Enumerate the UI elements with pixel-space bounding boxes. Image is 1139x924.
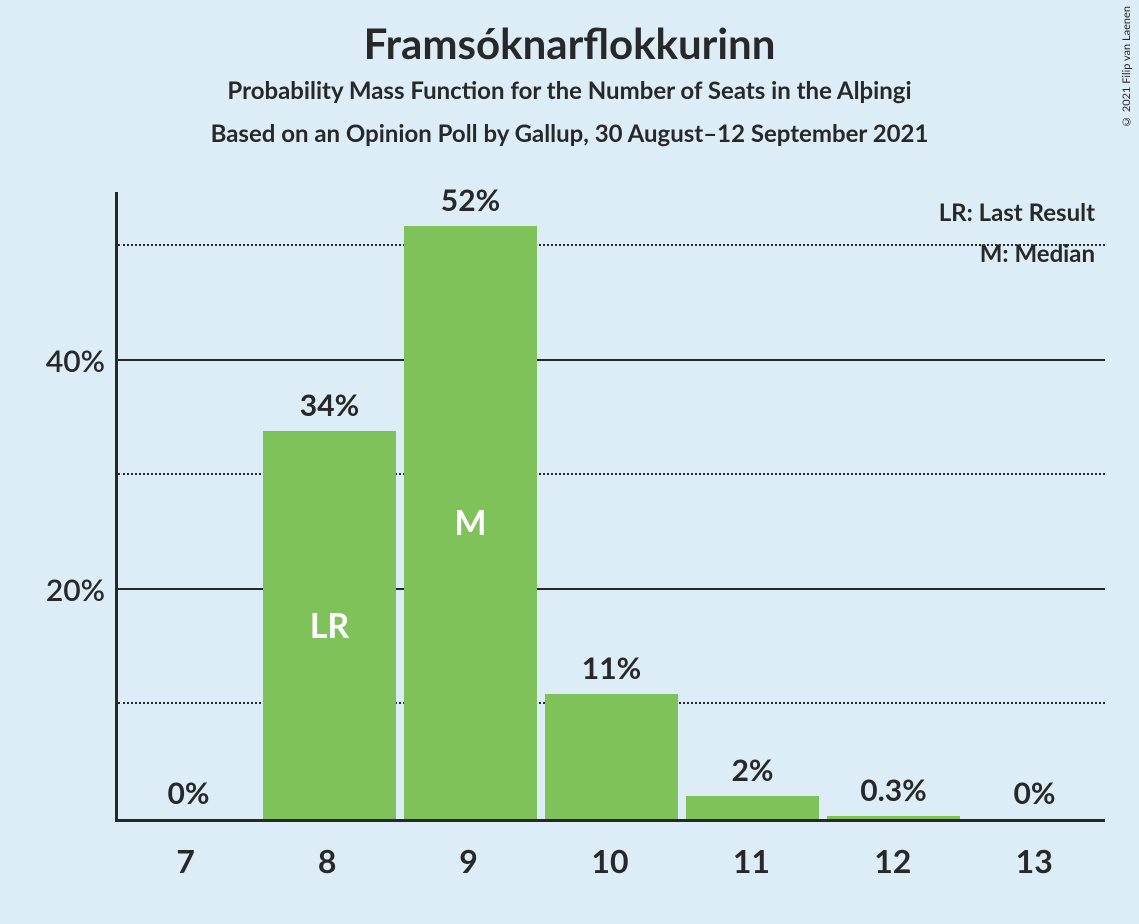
x-axis-label: 8: [256, 841, 397, 880]
chart-subtitle-2: Based on an Opinion Poll by Gallup, 30 A…: [0, 119, 1139, 148]
bar-slot: 52%M: [400, 192, 541, 819]
legend-m: M: Median: [939, 239, 1095, 268]
bar-value-label: 0%: [1014, 775, 1056, 811]
y-axis-label: 40%: [5, 343, 105, 379]
bar-slot: 34% LR: [259, 192, 400, 819]
x-axis-label: 10: [539, 841, 680, 880]
x-axis-label: 7: [115, 841, 256, 880]
bar-slot: 2%: [682, 192, 823, 819]
bar: 0.3%: [827, 816, 960, 819]
bar-inner-label: M: [454, 502, 486, 543]
bar-value-label: 11%: [582, 650, 641, 686]
bar-slot: 0.3%: [823, 192, 964, 819]
chart-title: Framsóknarflokkurinn: [0, 18, 1139, 68]
y-axis-label: 20%: [5, 572, 105, 608]
legend-lr: LR: Last Result: [939, 198, 1095, 227]
bar: 34%LR: [263, 431, 396, 819]
bar-value-label: 2%: [732, 752, 774, 788]
x-axis-label: 12: [822, 841, 963, 880]
bar-value-label: 0.3%: [860, 772, 927, 808]
x-axis-label: 13: [964, 841, 1105, 880]
x-axis: 78910111213: [115, 825, 1105, 880]
bar-value-label: 34%: [300, 387, 359, 423]
x-axis-label: 11: [681, 841, 822, 880]
bar-value-label: 52%: [441, 182, 500, 218]
bar-inner-label: LR: [310, 605, 350, 646]
bar-slot: 11%: [541, 192, 682, 819]
bar-slot: 0%: [964, 192, 1105, 819]
chart-plot-area: LR: Last Result M: Median 20%40% 0%34%LR…: [115, 192, 1105, 822]
chart-titles: Framsóknarflokkurinn Probability Mass Fu…: [0, 0, 1139, 148]
bar: 11%: [545, 694, 678, 819]
chart-subtitle-1: Probability Mass Function for the Number…: [0, 76, 1139, 105]
copyright-text: © 2021 Filip van Laenen: [1120, 6, 1133, 128]
x-axis-label: 9: [398, 841, 539, 880]
chart-legend: LR: Last Result M: Median: [939, 198, 1095, 280]
bar: 52%M: [404, 226, 537, 819]
bar-slot: 0%: [118, 192, 259, 819]
bar: 2%: [686, 796, 819, 819]
bar-value-label: 0%: [168, 775, 210, 811]
bars-container: 0%34%LR52%M11%2%0.3%0%: [118, 192, 1105, 819]
